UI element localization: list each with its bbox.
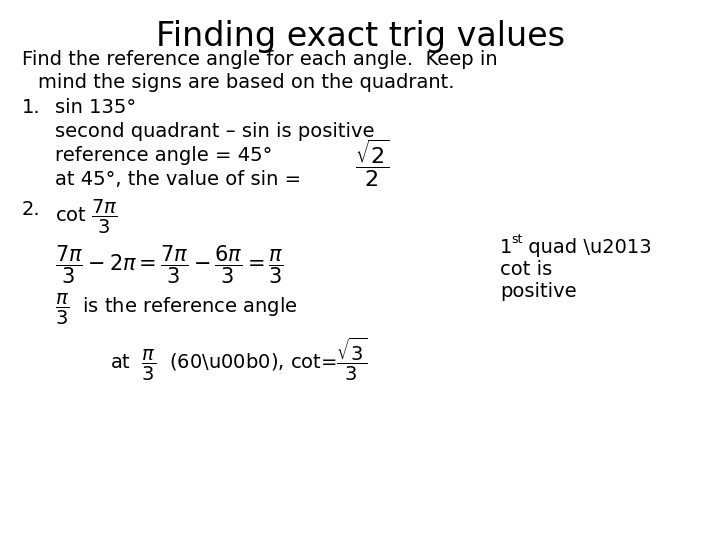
Text: at  $\dfrac{\pi}{3}$  (60\u00b0), cot=$\dfrac{\sqrt{3}}{3}$: at $\dfrac{\pi}{3}$ (60\u00b0), cot=$\df…	[110, 336, 368, 383]
Text: 1.: 1.	[22, 98, 40, 117]
Text: 2.: 2.	[22, 200, 40, 219]
Text: 1: 1	[500, 238, 513, 257]
Text: Find the reference angle for each angle.  Keep in: Find the reference angle for each angle.…	[22, 50, 498, 69]
Text: reference angle = 45°: reference angle = 45°	[55, 146, 272, 165]
Text: quad \u2013: quad \u2013	[522, 238, 652, 257]
Text: $\dfrac{7\pi}{3} - 2\pi = \dfrac{7\pi}{3} - \dfrac{6\pi}{3} = \dfrac{\pi}{3}$: $\dfrac{7\pi}{3} - 2\pi = \dfrac{7\pi}{3…	[55, 243, 284, 286]
Text: st: st	[511, 233, 523, 246]
Text: cot $\dfrac{7\pi}{3}$: cot $\dfrac{7\pi}{3}$	[55, 198, 118, 236]
Text: at 45°, the value of sin =: at 45°, the value of sin =	[55, 170, 301, 189]
Text: $\dfrac{\pi}{3}$  is the reference angle: $\dfrac{\pi}{3}$ is the reference angle	[55, 292, 297, 327]
Text: positive: positive	[500, 282, 577, 301]
Text: Finding exact trig values: Finding exact trig values	[156, 20, 564, 53]
Text: second quadrant – sin is positive: second quadrant – sin is positive	[55, 122, 374, 141]
Text: cot is: cot is	[500, 260, 552, 279]
Text: $\dfrac{\sqrt{2}}{2}$: $\dfrac{\sqrt{2}}{2}$	[355, 138, 390, 190]
Text: sin 135°: sin 135°	[55, 98, 136, 117]
Text: mind the signs are based on the quadrant.: mind the signs are based on the quadrant…	[38, 73, 454, 92]
